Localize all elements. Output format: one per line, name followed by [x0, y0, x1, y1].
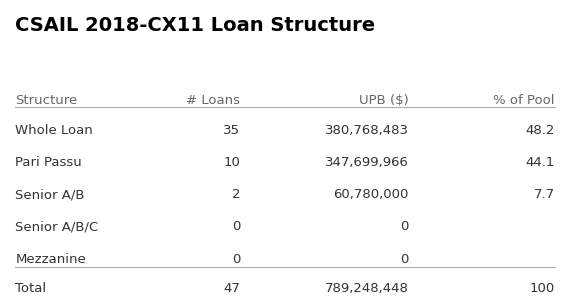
- Text: 789,248,448: 789,248,448: [325, 282, 409, 295]
- Text: Structure: Structure: [15, 94, 78, 107]
- Text: Pari Passu: Pari Passu: [15, 156, 82, 169]
- Text: 44.1: 44.1: [525, 156, 555, 169]
- Text: Total: Total: [15, 282, 47, 295]
- Text: 0: 0: [400, 220, 409, 233]
- Text: 0: 0: [231, 220, 240, 233]
- Text: Mezzanine: Mezzanine: [15, 253, 86, 266]
- Text: 347,699,966: 347,699,966: [325, 156, 409, 169]
- Text: UPB ($): UPB ($): [359, 94, 409, 107]
- Text: 100: 100: [530, 282, 555, 295]
- Text: CSAIL 2018-CX11 Loan Structure: CSAIL 2018-CX11 Loan Structure: [15, 16, 376, 35]
- Text: 0: 0: [231, 253, 240, 266]
- Text: 380,768,483: 380,768,483: [324, 124, 409, 137]
- Text: Senior A/B: Senior A/B: [15, 188, 85, 201]
- Text: 7.7: 7.7: [534, 188, 555, 201]
- Text: # Loans: # Loans: [186, 94, 240, 107]
- Text: 35: 35: [223, 124, 240, 137]
- Text: 2: 2: [231, 188, 240, 201]
- Text: 48.2: 48.2: [525, 124, 555, 137]
- Text: 10: 10: [223, 156, 240, 169]
- Text: % of Pool: % of Pool: [493, 94, 555, 107]
- Text: 0: 0: [400, 253, 409, 266]
- Text: 47: 47: [223, 282, 240, 295]
- Text: Whole Loan: Whole Loan: [15, 124, 93, 137]
- Text: Senior A/B/C: Senior A/B/C: [15, 220, 99, 233]
- Text: 60,780,000: 60,780,000: [333, 188, 409, 201]
